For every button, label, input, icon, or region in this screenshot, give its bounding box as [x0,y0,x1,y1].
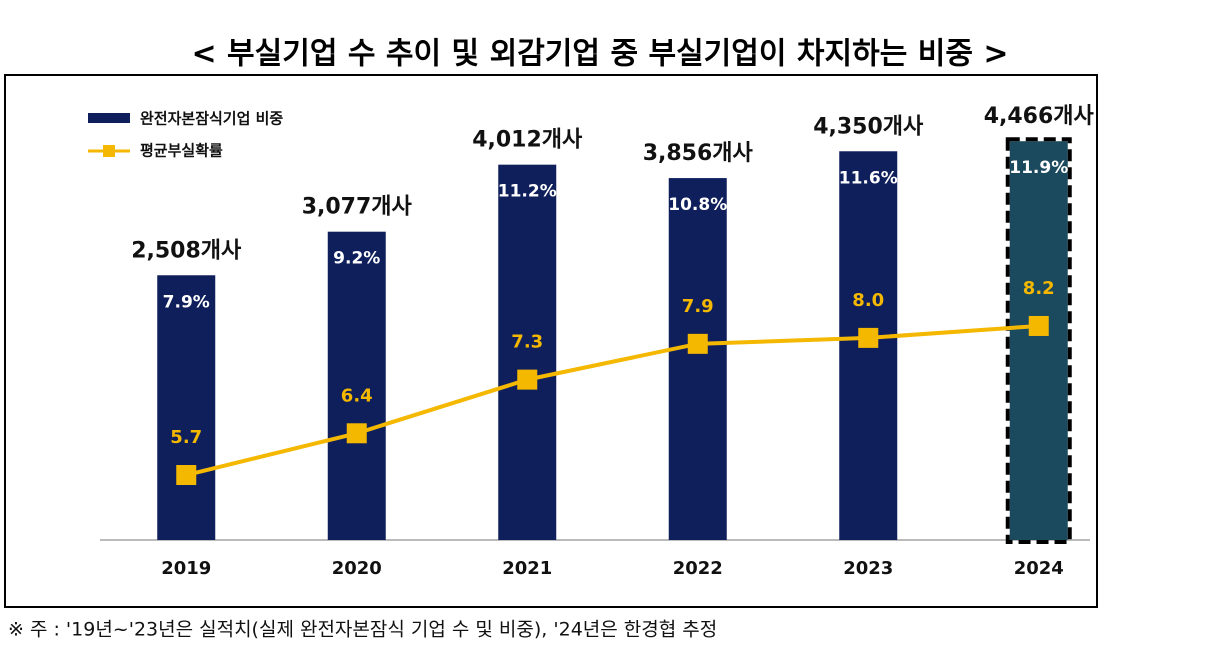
count-label: 4,350개사 [813,114,924,139]
bar-value-label: 7.9% [163,292,210,312]
count-label: 3,856개사 [643,141,754,166]
line-value-label: 5.7 [170,427,202,448]
bar-value-label: 9.2% [333,249,380,269]
line-marker [176,465,197,486]
line-value-label: 6.4 [341,385,373,406]
bar [1009,141,1068,541]
x-tick-label: 2020 [332,558,382,579]
bar [157,275,216,540]
count-label: 2,508개사 [131,238,242,263]
line-value-label: 8.2 [1023,278,1055,299]
frame [4,74,1098,608]
x-tick-label: 2022 [673,558,723,579]
highlight-outline [1005,137,1072,544]
count-label: 4,012개사 [472,128,583,153]
chart-title: < 부실기업 수 추이 및 외감기업 중 부실기업이 차지하는 비중 > [191,37,1008,72]
line-marker [517,369,538,390]
bar [498,164,557,540]
x-tick-label: 2023 [843,558,893,579]
x-tick-label: 2021 [502,558,552,579]
line-marker [687,333,708,354]
line-marker [346,423,367,444]
legend-label: 완전자본잠식기업 비중 [140,110,283,128]
legend-label: 평균부실확률 [140,142,223,160]
legend-swatch-bar [88,113,130,123]
x-tick-label: 2019 [161,558,211,579]
count-label: 3,077개사 [302,195,413,220]
bar-value-label: 11.2% [498,182,557,202]
legend-marker [103,145,115,157]
line-marker [858,327,879,348]
bar-value-label: 11.9% [1009,158,1068,178]
line-value-label: 7.3 [511,332,543,353]
bar [327,231,386,540]
x-tick-label: 2024 [1014,558,1064,579]
line-value-label: 8.0 [852,290,884,311]
bar-value-label: 11.6% [839,168,898,188]
count-label: 4,466개사 [984,104,1095,129]
line-value-label: 7.9 [682,296,714,317]
line-marker [1028,315,1049,336]
line [185,323,1039,477]
bar-value-label: 10.8% [668,195,727,215]
bar [668,178,727,540]
footnote: ※ 주 : '19년~'23년은 실적치(실제 완전자본잠식 기업 수 및 비중… [8,619,717,641]
